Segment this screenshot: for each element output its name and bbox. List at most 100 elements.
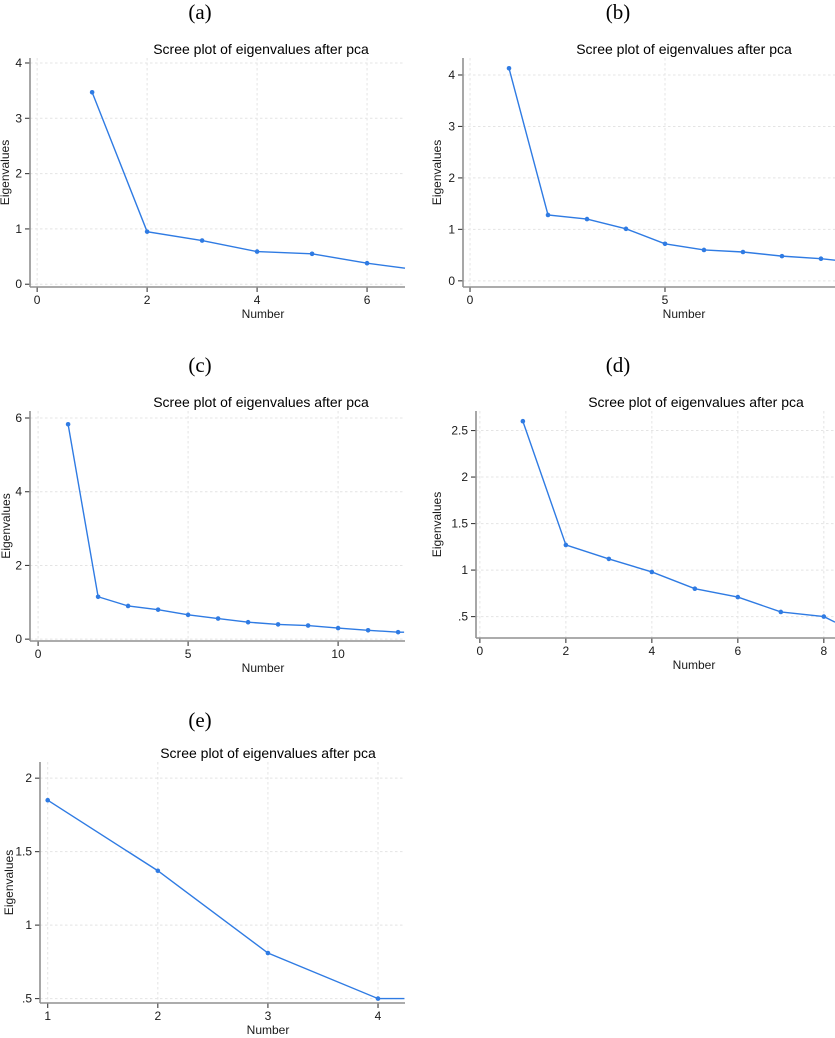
y-tick-label: 0 xyxy=(15,632,22,646)
eigenvalue-point xyxy=(185,612,191,618)
y-axis-title: Eigenvalues xyxy=(0,140,12,205)
y-tick-label: 1.5 xyxy=(451,517,468,531)
scree-chart-d: .5 1 1.5 2 2.5 0 2 4 6 8 Scree plot of eigenvalues… xyxy=(430,394,835,672)
eigenvalue-point xyxy=(606,556,612,562)
chart-title: Scree plot of eigenvalues after pca xyxy=(588,394,804,410)
eigenvalue-point xyxy=(275,622,281,627)
y-tick-label: 0 xyxy=(448,274,455,288)
y-tick-label: 1 xyxy=(25,918,32,932)
eigenvalue-point xyxy=(701,247,707,253)
x-tick-label: 0 xyxy=(34,293,41,307)
eigenvalue-point xyxy=(95,594,101,600)
eigenvalue-line xyxy=(91,92,406,269)
x-tick-label: 4 xyxy=(375,1009,382,1023)
y-tick-label: 2 xyxy=(448,171,455,185)
y-tick-label: 1 xyxy=(448,222,455,236)
y-axis-title: Eigenvalues xyxy=(430,140,444,205)
x-tick-label: 2 xyxy=(144,293,151,307)
x-tick-label: 3 xyxy=(265,1009,272,1023)
eigenvalue-point xyxy=(365,628,371,633)
x-tick-label: 8 xyxy=(820,644,827,658)
scree-panel-b: (b) 0 1 2 3 4 0 5 Scree plot of eigenvalues aft… xyxy=(418,0,835,345)
y-tick-label: 2 xyxy=(25,771,32,785)
chart-title: Scree plot of eigenvalues after pca xyxy=(153,394,369,410)
y-tick-label: 2 xyxy=(461,470,468,484)
scree-chart-b: 0 1 2 3 4 0 5 Scree plot of eigenvalues after p… xyxy=(430,41,835,321)
x-axis-title: Number xyxy=(242,661,285,675)
eigenvalue-point xyxy=(740,249,746,255)
y-tick-label: 1 xyxy=(15,222,22,236)
panel-label-a: (a) xyxy=(188,0,212,24)
eigenvalue-point xyxy=(254,249,260,254)
scree-panel-d: (d) .5 1 1.5 2 2.5 0 2 4 6 8 Scree plot of eigenva… xyxy=(418,345,835,700)
x-tick-label: 0 xyxy=(467,293,474,307)
panel-label-b: (b) xyxy=(605,0,631,24)
eigenvalue-point xyxy=(563,542,569,548)
chart-title: Scree plot of eigenvalues after pca xyxy=(153,41,369,57)
y-axis-title: Eigenvalues xyxy=(0,493,13,558)
eigenvalue-point xyxy=(778,609,784,615)
panel-label-e: (e) xyxy=(188,708,212,732)
eigenvalue-point xyxy=(309,251,315,257)
eigenvalue-point xyxy=(65,421,71,427)
eigenvalue-point xyxy=(245,619,251,625)
eigenvalue-point xyxy=(506,65,512,71)
eigenvalue-point xyxy=(735,594,741,600)
eigenvalue-point xyxy=(155,868,161,874)
eigenvalue-point xyxy=(265,950,271,956)
eigenvalue-point xyxy=(623,226,629,232)
eigenvalue-point xyxy=(89,89,95,95)
x-tick-label: 2 xyxy=(154,1009,161,1023)
eigenvalue-line xyxy=(47,799,405,1000)
eigenvalue-point xyxy=(375,996,381,1001)
scree-panel-a: (a) 0 1 2 3 4 0 2 4 6 Scree plot of eigenvalues a… xyxy=(0,0,417,345)
y-tick-label: 0 xyxy=(15,277,22,291)
x-axis-title: Number xyxy=(673,658,716,672)
chart-title: Scree plot of eigenvalues after pca xyxy=(576,41,792,57)
y-tick-label: 2 xyxy=(15,558,22,572)
y-tick-label: 6 xyxy=(15,411,22,425)
x-tick-label: 6 xyxy=(734,644,741,658)
eigenvalue-point xyxy=(520,418,526,424)
eigenvalue-point xyxy=(125,603,131,609)
eigenvalue-point xyxy=(364,260,370,266)
y-tick-label: 1 xyxy=(461,563,468,577)
y-tick-label: 4 xyxy=(15,56,22,70)
y-tick-label: 3 xyxy=(448,119,455,133)
y-tick-label: .5 xyxy=(458,610,468,624)
y-tick-label: 4 xyxy=(448,68,455,82)
eigenvalue-point xyxy=(545,212,551,218)
scree-chart-e: .5 1 1.5 2 1 2 3 4 Scree plot of eigenvalues aft… xyxy=(2,745,405,1037)
scree-panel-c: (c) 0 2 4 6 0 5 10 Scree plot of eigenvalues af… xyxy=(0,345,417,700)
eigenvalue-point xyxy=(662,241,668,247)
eigenvalue-point xyxy=(818,256,824,261)
eigenvalue-point xyxy=(199,238,205,243)
eigenvalue-point xyxy=(821,614,827,619)
eigenvalue-line xyxy=(522,421,835,623)
y-tick-label: 2.5 xyxy=(451,424,468,438)
x-tick-label: 0 xyxy=(35,647,42,661)
x-tick-label: 0 xyxy=(477,644,484,658)
eigenvalue-point xyxy=(692,586,698,591)
x-axis-title: Number xyxy=(242,307,285,321)
x-tick-label: 4 xyxy=(254,293,261,307)
eigenvalue-point xyxy=(335,625,341,631)
x-axis-title: Number xyxy=(663,307,706,321)
eigenvalue-point xyxy=(155,607,161,612)
panel-label-c: (c) xyxy=(188,353,212,377)
scree-panel-e: (e) .5 1 1.5 2 1 2 3 4 Scree plot of eigenvalues… xyxy=(0,700,417,1038)
x-tick-label: 5 xyxy=(185,647,192,661)
eigenvalue-point xyxy=(45,797,51,803)
x-tick-label: 6 xyxy=(364,293,371,307)
eigenvalue-point xyxy=(584,216,590,222)
y-tick-label: 4 xyxy=(15,485,22,499)
x-tick-label: 10 xyxy=(331,647,345,661)
eigenvalue-point xyxy=(395,629,401,635)
scree-chart-a: 0 1 2 3 4 0 2 4 6 Scree plot of eigenvalues after… xyxy=(0,41,406,321)
eigenvalue-line xyxy=(508,68,835,261)
eigenvalue-point xyxy=(649,569,655,575)
x-axis-title: Number xyxy=(247,1023,290,1037)
x-tick-label: 2 xyxy=(563,644,570,658)
chart-title: Scree plot of eigenvalues after pca xyxy=(160,745,376,761)
